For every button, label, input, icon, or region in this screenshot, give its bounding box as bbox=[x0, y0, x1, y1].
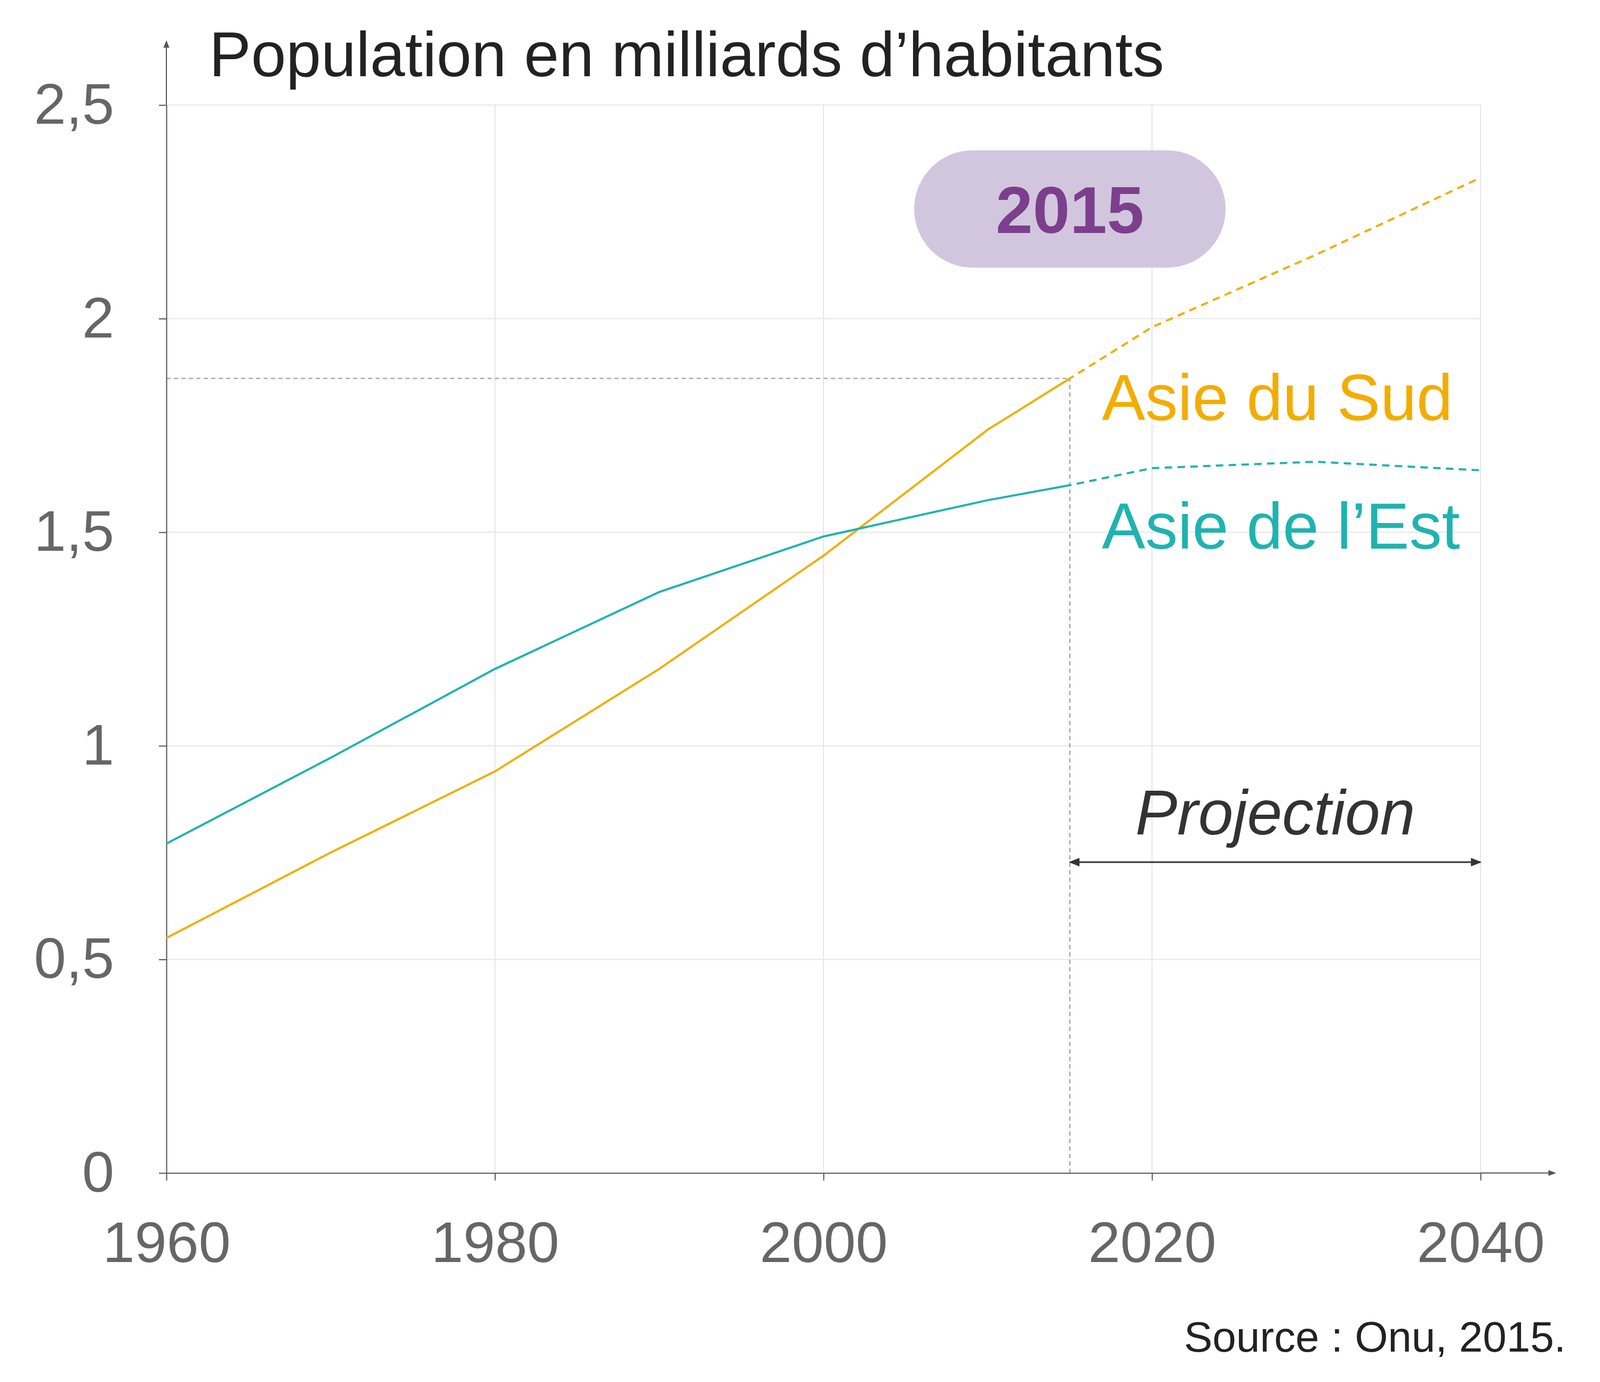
badge-label: 2015 bbox=[995, 172, 1144, 247]
tick-label: 2,5 bbox=[34, 71, 115, 136]
series-line bbox=[166, 461, 1070, 844]
grid bbox=[166, 105, 1481, 1174]
tick: 0,5 bbox=[34, 925, 167, 991]
tick: 1980 bbox=[430, 1173, 559, 1275]
tick-mark bbox=[494, 1173, 496, 1181]
series-label: Asie du Sud bbox=[1101, 361, 1453, 435]
tick-mark bbox=[166, 1173, 168, 1181]
tick-mark bbox=[1480, 1173, 1482, 1181]
axis-line bbox=[166, 105, 168, 1174]
tick: 2,5 bbox=[34, 71, 167, 136]
tick-label: 1,5 bbox=[34, 498, 115, 564]
axis-arrow bbox=[1480, 1172, 1556, 1174]
axis-arrow bbox=[165, 41, 167, 106]
observed bbox=[166, 177, 1070, 939]
reference-line bbox=[1069, 378, 1071, 1174]
tick: 2000 bbox=[759, 1173, 888, 1275]
tick: 2020 bbox=[1088, 1173, 1216, 1275]
grid-line bbox=[166, 958, 1481, 960]
tick-label: 1 bbox=[82, 712, 115, 778]
series-label: Asie de l’Est bbox=[1101, 490, 1460, 563]
tick-mark bbox=[158, 959, 167, 961]
reference-line bbox=[166, 378, 1070, 380]
grid-line bbox=[166, 745, 1481, 747]
tick-mark bbox=[158, 532, 167, 534]
tick-label: 0,5 bbox=[34, 925, 115, 991]
plot-area bbox=[166, 177, 1481, 939]
tick-label: 0 bbox=[82, 1139, 115, 1205]
source: Source : Onu, 2015. bbox=[1184, 1313, 1566, 1362]
tick: 1960 bbox=[102, 1173, 231, 1275]
tick: 2040 bbox=[1416, 1173, 1545, 1275]
badge bbox=[914, 150, 1226, 268]
projected bbox=[1069, 177, 1481, 939]
tick-mark bbox=[1152, 1173, 1154, 1181]
tick-label: 2020 bbox=[1088, 1210, 1216, 1275]
tick-label: 2040 bbox=[1416, 1210, 1545, 1275]
title: Population en milliards d’habitants bbox=[209, 19, 1165, 90]
grid-line bbox=[1480, 105, 1482, 1174]
projection-arrow bbox=[1069, 861, 1481, 864]
series-line bbox=[166, 177, 1070, 939]
x-axis: 1960 1980 2000 2020 2040 bbox=[102, 1173, 1545, 1275]
highlight: 2015 bbox=[166, 150, 1226, 1174]
grid-line bbox=[166, 318, 1481, 320]
tick-label: 1980 bbox=[430, 1210, 559, 1275]
tick-mark bbox=[158, 105, 167, 107]
tick-mark bbox=[158, 745, 167, 747]
tick-label: 2000 bbox=[759, 1210, 888, 1275]
tick: 0 bbox=[82, 1139, 167, 1205]
grid-line bbox=[494, 105, 496, 1174]
grid-line bbox=[822, 105, 824, 1174]
chart: 2015 0 0,5 1 1,5 2 2,5 1960 1980 2000 2020 2040 Asie… bbox=[0, 0, 1600, 1382]
tick: 2 bbox=[82, 285, 167, 350]
y-axis: 0 0,5 1 1,5 2 2,5 bbox=[34, 71, 167, 1205]
tick-mark bbox=[158, 1173, 167, 1175]
projection-annotation: Projection bbox=[1069, 777, 1481, 863]
tick: 1,5 bbox=[34, 498, 167, 564]
grid-line bbox=[166, 104, 1481, 106]
tick: 1 bbox=[82, 712, 167, 778]
tick-mark bbox=[158, 318, 167, 320]
projection-line bbox=[1069, 177, 1481, 939]
projection-label: Projection bbox=[1135, 777, 1416, 848]
tick-label: 1960 bbox=[102, 1210, 231, 1275]
grid-line bbox=[165, 105, 167, 1174]
tick-label: 2 bbox=[82, 285, 115, 350]
tick-mark bbox=[823, 1173, 825, 1181]
